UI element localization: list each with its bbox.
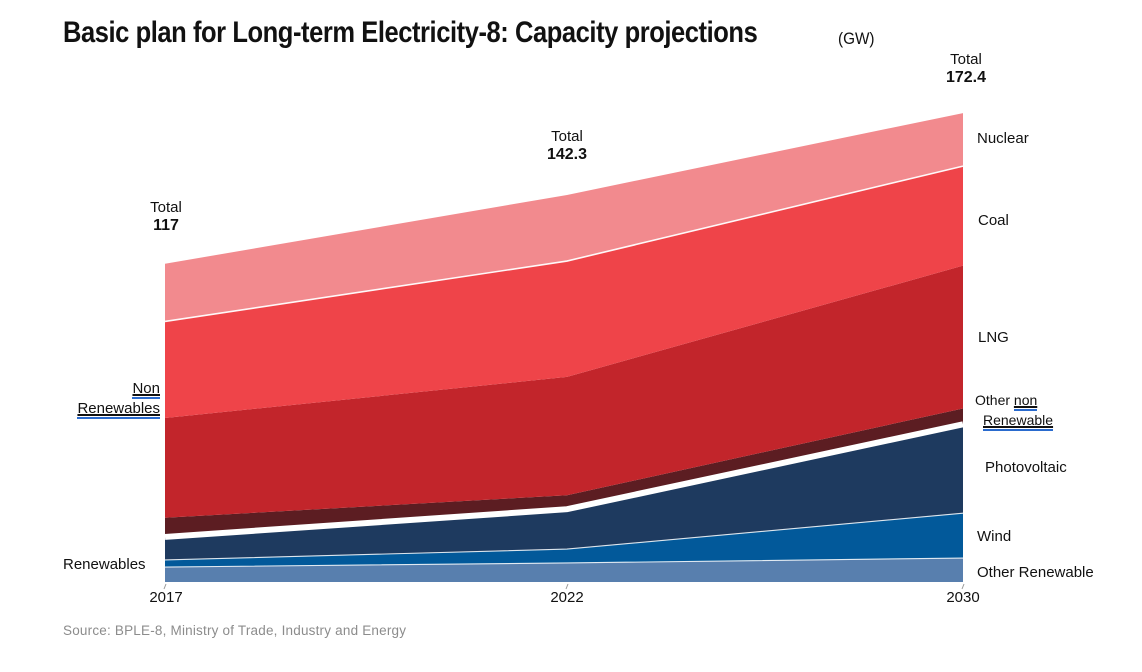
x-axis-label-2030: 2030: [946, 589, 980, 606]
total-annotation-2022: Total 142.3: [547, 128, 587, 164]
series-label-wind: Wind: [977, 528, 1012, 545]
renewable-word-underlined: Renewable: [983, 413, 1054, 431]
area-lng: [165, 265, 963, 518]
chart-unit-label: (GW): [838, 29, 875, 48]
area-nuclear: [165, 113, 963, 322]
series-label-other-non-renewable: Other non Renewable: [975, 391, 1054, 431]
x-axis-tick: [961, 583, 965, 590]
chart-title: Basic plan for Long-term Electricity-8: …: [63, 16, 758, 49]
divider-renewables-nonrenewables: [164, 421, 964, 540]
total-value: 117: [153, 217, 179, 234]
area-other-non-renewable: [165, 408, 963, 538]
x-axis-label-2022: 2022: [550, 589, 584, 606]
x-axis-label-2017: 2017: [149, 589, 183, 606]
series-label-coal: Coal: [978, 212, 1009, 229]
total-label: Total: [950, 51, 982, 68]
series-label-lng: LNG: [978, 329, 1009, 346]
area-wind: [165, 513, 963, 568]
x-axis-tick: [565, 583, 569, 590]
total-label: Total: [551, 128, 583, 145]
group-label-non-renewables: Non Renewables: [40, 379, 160, 419]
area-coal: [165, 166, 963, 418]
total-annotation-2030: Total 172.4: [946, 51, 986, 87]
series-label-other-renewable: Other Renewable: [977, 564, 1094, 581]
divider-wind-other-renewable: [164, 557, 964, 568]
total-value: 172.4: [945, 69, 987, 86]
total-label: Total: [150, 199, 182, 216]
non-renewables-line1: Non: [132, 380, 160, 399]
area-other-renewable: [165, 558, 963, 582]
series-label-nuclear: Nuclear: [977, 130, 1029, 147]
x-axis-tick: [163, 583, 167, 590]
other-word: Other: [975, 392, 1011, 408]
divider-coal-nuclear: [164, 165, 964, 323]
non-renewables-line2: Renewables: [77, 400, 160, 419]
source-note: Source: BPLE-8, Ministry of Trade, Indus…: [63, 623, 407, 638]
series-label-photovoltaic: Photovoltaic: [985, 459, 1067, 476]
non-word-underlined: non: [1013, 393, 1038, 411]
total-annotation-2017: Total 117: [150, 199, 182, 235]
total-value: 142.3: [546, 146, 588, 163]
group-label-renewables: Renewables: [63, 556, 146, 573]
area-photovoltaic: [165, 425, 963, 560]
divider-photovoltaic-wind: [164, 512, 964, 561]
